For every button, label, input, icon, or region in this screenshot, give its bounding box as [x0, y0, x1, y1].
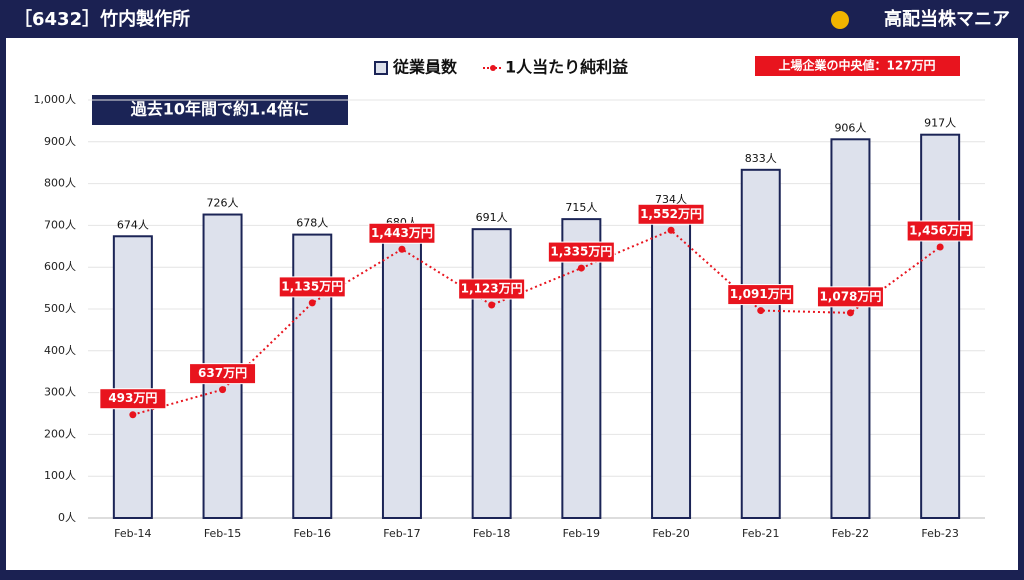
bar-value-label: 833人 — [745, 152, 777, 165]
y-tick-label: 500人 — [44, 302, 76, 315]
callout: 過去10年間で約1.4倍に — [130, 100, 310, 119]
y-tick-label: 400人 — [44, 344, 76, 357]
line-point — [936, 243, 944, 251]
x-tick-label: Feb-15 — [204, 527, 241, 540]
bar — [561, 218, 602, 519]
y-tick-label: 1,000人 — [34, 93, 77, 106]
legend-swatch — [374, 61, 388, 75]
y-tick-label: 300人 — [44, 386, 76, 399]
value-label-box — [278, 276, 346, 298]
value-label-box — [637, 203, 705, 225]
value-label-box — [727, 284, 795, 306]
bar — [112, 235, 153, 519]
bar — [381, 232, 422, 519]
bar-value-label: 678人 — [296, 217, 328, 230]
brand: 高配当株マニア — [884, 8, 1010, 30]
value-label-box — [99, 388, 167, 410]
legend-label: 従業員数 — [392, 58, 458, 77]
line-value-label: 1,443万円 — [371, 226, 433, 240]
bar-value-label: 715人 — [565, 201, 597, 214]
annotation-box — [755, 56, 960, 76]
bar — [471, 228, 512, 520]
line-value-label: 1,335万円 — [550, 245, 612, 259]
line-value-label: 1,123万円 — [461, 281, 523, 295]
header-title: ［6432］竹内製作所 — [14, 8, 190, 30]
bar-value-label: 734人 — [655, 193, 687, 206]
line-point — [846, 309, 854, 317]
line-point — [219, 386, 227, 394]
value-label-box — [368, 222, 436, 244]
legend-label: 1人当たり純利益 — [505, 58, 628, 77]
legend-swatch — [490, 65, 496, 71]
line-value-label: 1,456万円 — [909, 223, 971, 237]
bar — [920, 133, 961, 519]
line-value-label: 637万円 — [198, 366, 247, 380]
x-tick-label: Feb-19 — [563, 527, 600, 540]
line-point — [577, 264, 585, 272]
x-tick-label: Feb-20 — [652, 527, 689, 540]
bar — [830, 138, 871, 520]
x-tick-label: Feb-22 — [832, 527, 869, 540]
bar — [740, 168, 781, 519]
x-tick-label: Feb-18 — [473, 527, 510, 540]
y-tick-label: 100人 — [44, 469, 76, 482]
annotation: 上場企業の中央値：127万円 — [778, 58, 935, 73]
bar-value-label: 917人 — [924, 117, 956, 130]
value-label-box — [547, 241, 615, 263]
brand-icon — [831, 11, 849, 29]
line-value-label: 1,091万円 — [730, 287, 792, 301]
value-label-box — [816, 286, 884, 308]
x-tick-label: Feb-21 — [742, 527, 779, 540]
bar-value-label: 906人 — [834, 121, 866, 134]
line-point — [129, 411, 137, 419]
bar — [651, 210, 692, 520]
line-point — [308, 299, 316, 307]
bar-value-label: 674人 — [117, 218, 149, 231]
x-tick-label: Feb-14 — [114, 527, 151, 540]
line-point — [757, 307, 765, 315]
x-tick-label: Feb-16 — [294, 527, 331, 540]
y-tick-label: 900人 — [44, 135, 76, 148]
y-tick-label: 600人 — [44, 260, 76, 273]
y-tick-label: 800人 — [44, 177, 76, 190]
value-label-box — [458, 278, 526, 300]
x-tick-label: Feb-17 — [383, 527, 420, 540]
bar-value-label: 726人 — [207, 197, 239, 210]
y-tick-label: 700人 — [44, 218, 76, 231]
x-tick-label: Feb-23 — [921, 527, 958, 540]
value-label-box — [189, 363, 257, 385]
y-tick-label: 0人 — [58, 511, 76, 524]
line-value-label: 1,078万円 — [819, 289, 881, 303]
line-value-label: 1,552万円 — [640, 207, 702, 221]
y-tick-label: 200人 — [44, 427, 76, 440]
bar-value-label: 691人 — [476, 211, 508, 224]
line — [132, 229, 941, 416]
value-label-box — [906, 220, 974, 242]
line-point — [398, 245, 406, 253]
line-point — [488, 301, 496, 309]
line-value-label: 493万円 — [108, 391, 157, 405]
line-value-label: 1,135万円 — [281, 279, 343, 293]
line-point — [667, 226, 675, 234]
